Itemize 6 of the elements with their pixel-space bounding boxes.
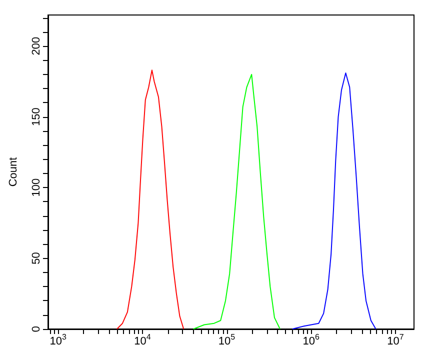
- y-tick-label: 100: [30, 178, 42, 197]
- y-axis-title: Count: [8, 157, 20, 187]
- y-tick-label: 50: [30, 252, 42, 264]
- y-tick-label: 0: [30, 326, 42, 332]
- y-tick-label: 150: [30, 108, 42, 126]
- y-tick-label: 200: [30, 36, 42, 56]
